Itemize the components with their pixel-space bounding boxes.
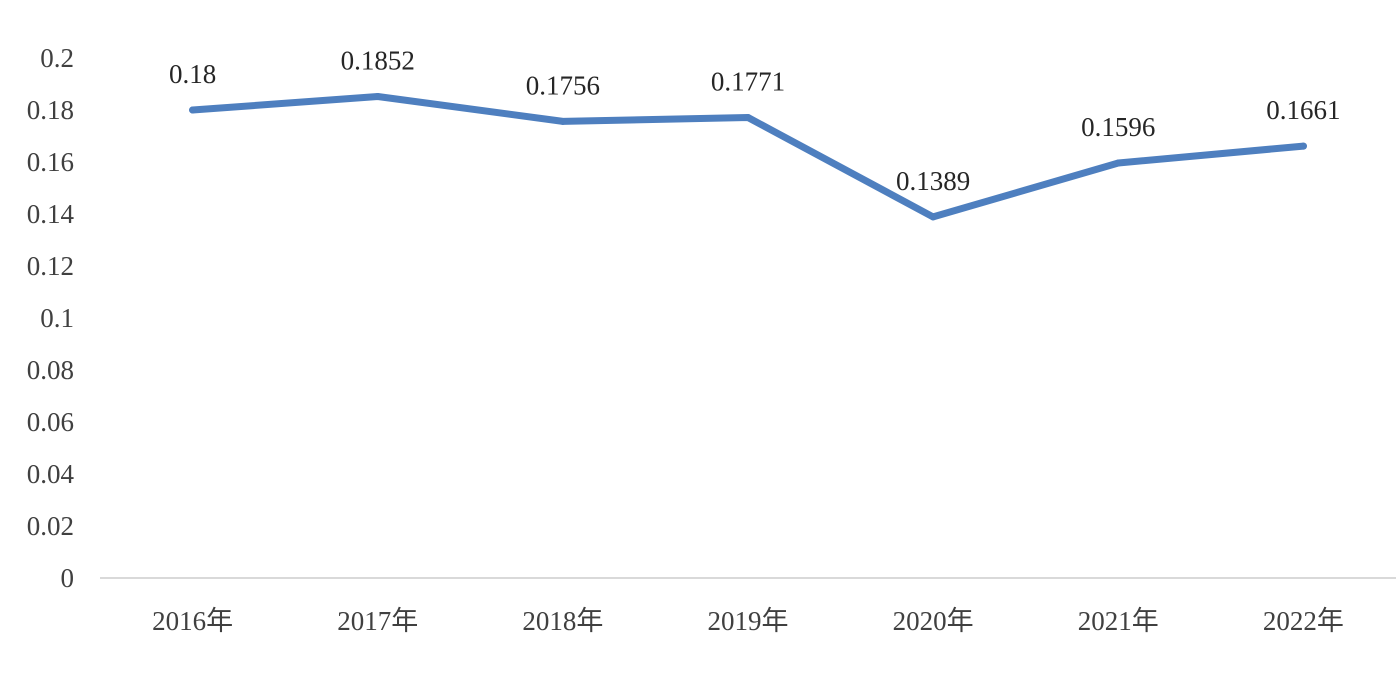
x-tick-label: 2022年	[1263, 606, 1344, 636]
y-tick-label: 0.12	[27, 251, 74, 281]
y-axis: 0 0.02 0.04 0.06 0.08 0.1 0.12 0.14 0.16 0.18 0.2	[27, 43, 75, 593]
data-label-layer: 0.18 0.1852 0.1756 0.1771 0.1389 0.1596 0.1661	[169, 45, 1341, 195]
data-point	[559, 117, 567, 125]
x-tick-label: 2017年	[337, 606, 418, 636]
data-label: 0.1852	[341, 45, 415, 75]
data-label: 0.1661	[1266, 95, 1340, 125]
y-tick-label: 0.16	[27, 147, 74, 177]
y-tick-label: 0.18	[27, 95, 74, 125]
series-layer	[189, 92, 1307, 221]
y-tick-label: 0.14	[27, 199, 75, 229]
y-tick-label: 0.2	[40, 43, 74, 73]
y-tick-label: 0	[61, 563, 75, 593]
x-tick-label: 2020年	[893, 606, 974, 636]
x-tick-label: 2016年	[152, 606, 233, 636]
data-point	[374, 92, 382, 100]
data-label: 0.1756	[526, 70, 600, 100]
x-tick-label: 2018年	[522, 606, 603, 636]
data-point	[929, 213, 937, 221]
data-label: 0.18	[169, 59, 216, 89]
data-point	[744, 114, 752, 122]
data-point	[189, 106, 197, 114]
y-tick-label: 0.04	[27, 459, 75, 489]
data-point	[1114, 159, 1122, 167]
x-tick-label: 2019年	[708, 606, 789, 636]
y-tick-label: 0.02	[27, 511, 74, 541]
y-tick-label: 0.08	[27, 355, 74, 385]
data-label: 0.1596	[1081, 112, 1155, 142]
data-point	[1299, 142, 1307, 150]
x-tick-label: 2021年	[1078, 606, 1159, 636]
y-tick-label: 0.1	[40, 303, 74, 333]
data-label: 0.1771	[711, 67, 785, 97]
x-axis: 2016年 2017年 2018年 2019年 2020年 2021年 2022年	[100, 577, 1396, 636]
y-tick-label: 0.06	[27, 407, 74, 437]
data-label: 0.1389	[896, 166, 970, 196]
